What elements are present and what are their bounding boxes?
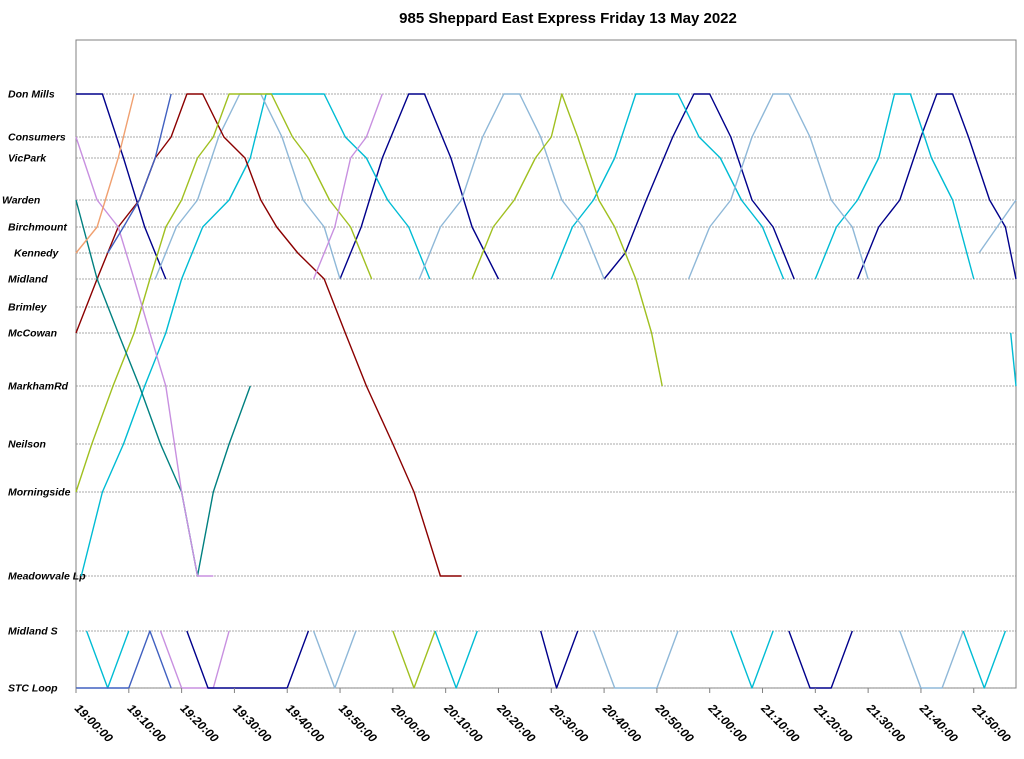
trip-line xyxy=(687,93,869,280)
stop-label: Meadowvale Lp xyxy=(8,571,86,583)
x-tick-label: 21:00:00 xyxy=(705,701,750,746)
trip-line xyxy=(75,136,214,577)
trip-lines xyxy=(75,93,1017,689)
trip-line xyxy=(550,93,785,280)
stop-labels: Don Mills Consumers VicPark Warden Birchmoun… xyxy=(2,89,86,695)
stop-label: Don Mills xyxy=(8,89,55,101)
trip-line xyxy=(75,199,251,577)
trip-line xyxy=(312,630,357,689)
x-tick-label: 20:20:00 xyxy=(494,701,539,746)
x-tick-label: 19:20:00 xyxy=(177,701,221,745)
x-tick-label: 19:00:00 xyxy=(72,701,116,745)
chart-title: 985 Sheppard East Express Friday 13 May … xyxy=(399,10,737,27)
trip-line xyxy=(434,630,478,689)
trip-line xyxy=(603,93,795,280)
stop-label: Midland xyxy=(8,274,48,286)
trip-line xyxy=(592,630,679,689)
trip-line xyxy=(856,93,1017,280)
x-tick-label: 21:20:00 xyxy=(810,701,855,746)
trip-line xyxy=(392,630,436,689)
x-tick-label: 21:30:00 xyxy=(863,701,908,746)
x-tick-label: 19:40:00 xyxy=(283,701,327,745)
x-tick-label: 21:40:00 xyxy=(916,701,961,746)
trip-line xyxy=(962,630,1007,689)
trip-line xyxy=(899,630,964,689)
trip-line xyxy=(76,93,167,280)
stop-gridlines xyxy=(76,93,1016,689)
trip-line xyxy=(730,630,774,689)
stop-label: McCowan xyxy=(8,328,57,340)
stop-label: Birchmount xyxy=(8,222,67,234)
stop-label: Consumers xyxy=(8,132,66,144)
trip-line xyxy=(159,630,230,689)
trip-line xyxy=(1010,332,1017,387)
stop-label: Midland S xyxy=(8,626,58,638)
stop-label: Morningside xyxy=(8,487,71,499)
x-tick-label: 19:10:00 xyxy=(125,701,169,745)
x-tick-label: 20:10:00 xyxy=(441,701,486,746)
trip-line xyxy=(814,93,975,280)
stop-label: STC Loop xyxy=(8,683,58,695)
trip-line xyxy=(186,630,310,689)
trip-line xyxy=(85,630,130,689)
stop-label: Warden xyxy=(2,195,40,207)
x-tick-label: 20:00:00 xyxy=(388,701,433,746)
stop-label: MarkhamRd xyxy=(8,381,69,393)
x-tick-label: 19:50:00 xyxy=(336,701,380,745)
trip-line xyxy=(788,630,853,689)
trip-line xyxy=(418,93,605,280)
stop-label: Kennedy xyxy=(14,248,60,260)
trip-line xyxy=(80,93,431,577)
trip-line xyxy=(107,93,172,254)
trip-line xyxy=(312,93,383,280)
x-tick-label: 20:40:00 xyxy=(599,701,644,746)
x-tick-label: 19:30:00 xyxy=(230,701,274,745)
stop-label: VicPark xyxy=(8,153,47,165)
stop-label: Brimley xyxy=(8,302,48,314)
time-axis-labels: 19:00:00 19:10:00 19:20:00 19:30:00 19:40:00… xyxy=(72,688,1014,745)
x-tick-label: 21:10:00 xyxy=(758,701,803,746)
trip-line xyxy=(978,199,1017,254)
stop-label: Neilson xyxy=(8,439,46,451)
x-tick-label: 21:50:00 xyxy=(969,701,1014,746)
trip-line xyxy=(471,93,663,387)
trip-line xyxy=(339,93,500,280)
trip-line xyxy=(540,630,579,689)
trip-line xyxy=(75,93,135,254)
x-tick-label: 20:50:00 xyxy=(652,701,697,746)
trip-line xyxy=(75,93,373,493)
trip-line xyxy=(154,93,341,280)
x-tick-label: 20:30:00 xyxy=(546,701,591,746)
